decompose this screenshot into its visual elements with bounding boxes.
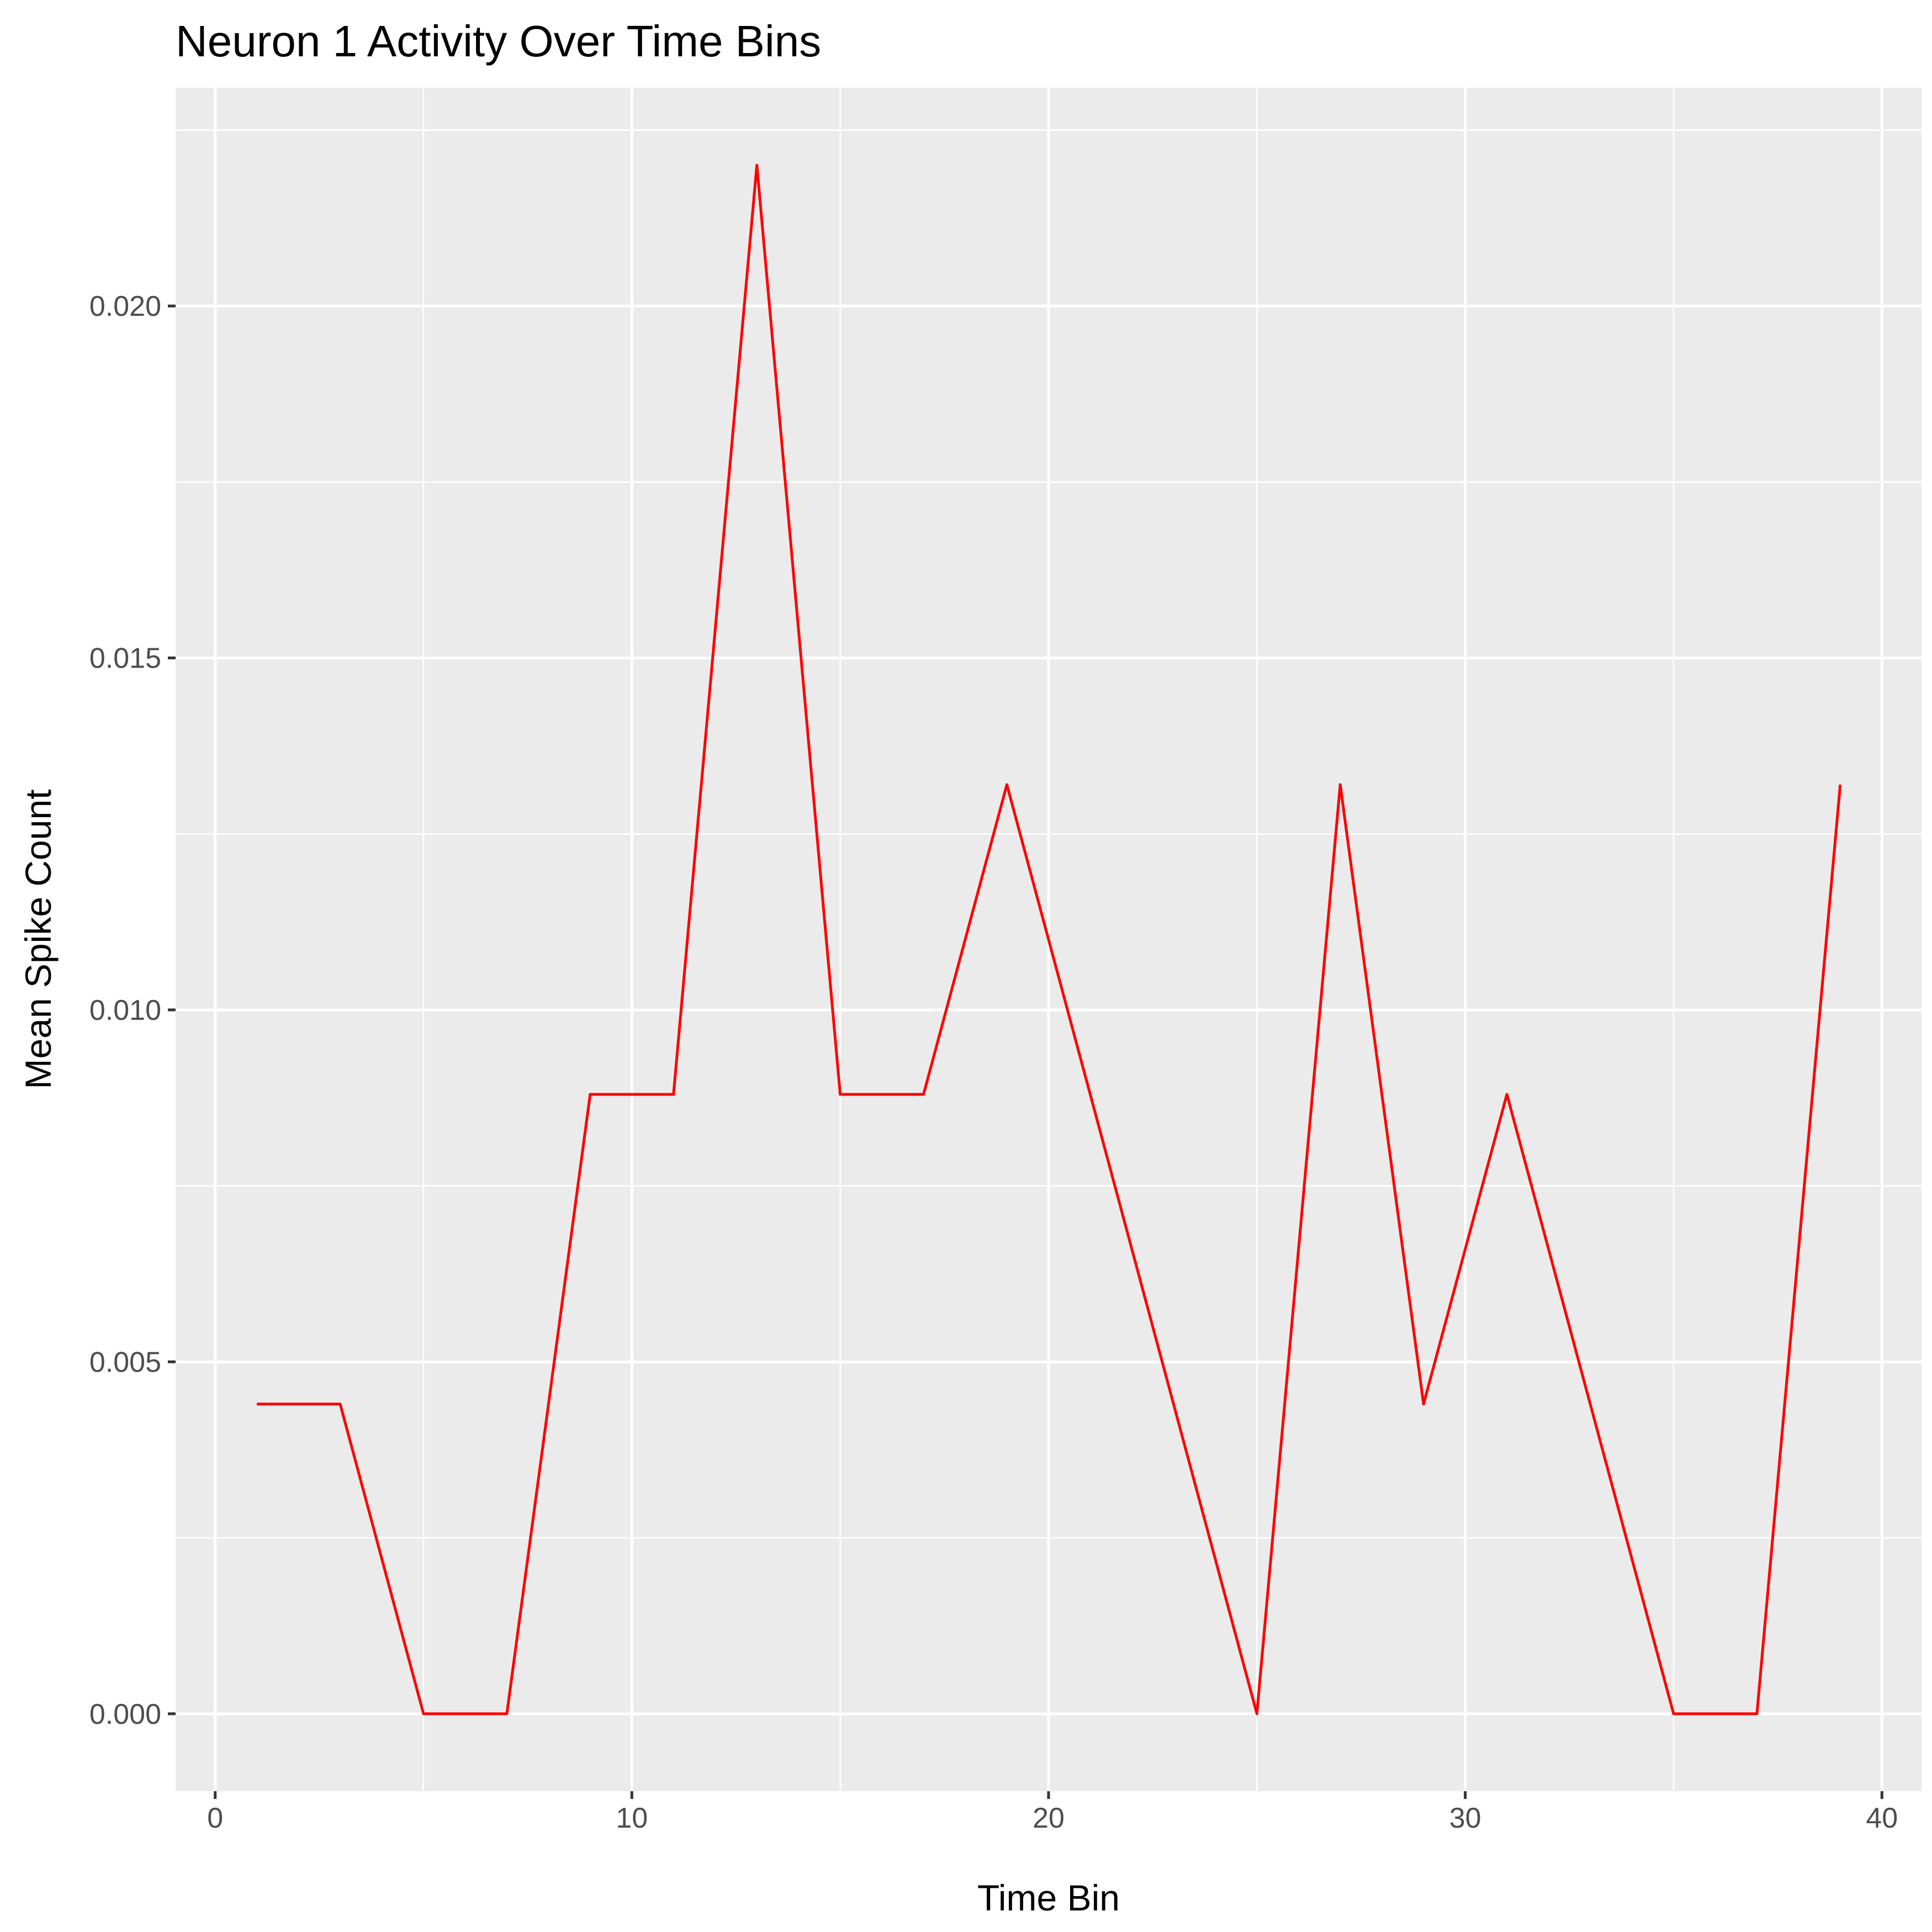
y-axis-title: Mean Spike Count: [18, 790, 59, 1089]
major-gridlines: [176, 88, 1922, 1791]
x-tick-label: 20: [1033, 1802, 1065, 1834]
x-tick-label: 0: [207, 1802, 223, 1834]
y-tick-label: 0.020: [89, 290, 161, 322]
x-tick-label: 30: [1449, 1802, 1481, 1834]
y-axis: 0.000 0.005 0.010 0.015 0.020: [89, 290, 176, 1730]
x-axis-title: Time Bin: [977, 1877, 1120, 1918]
y-tick-label: 0.000: [89, 1698, 161, 1730]
x-tick-label: 10: [616, 1802, 648, 1834]
y-tick-label: 0.005: [89, 1346, 161, 1378]
chart-title: Neuron 1 Activity Over Time Bins: [176, 17, 821, 66]
x-tick-label: 40: [1866, 1802, 1898, 1834]
y-tick-label: 0.015: [89, 643, 161, 675]
series-line: [257, 163, 1842, 1716]
series-layer: [257, 163, 1842, 1716]
y-tick-label: 0.010: [89, 994, 161, 1026]
x-axis: 0 10 20 30 40: [207, 1791, 1898, 1834]
